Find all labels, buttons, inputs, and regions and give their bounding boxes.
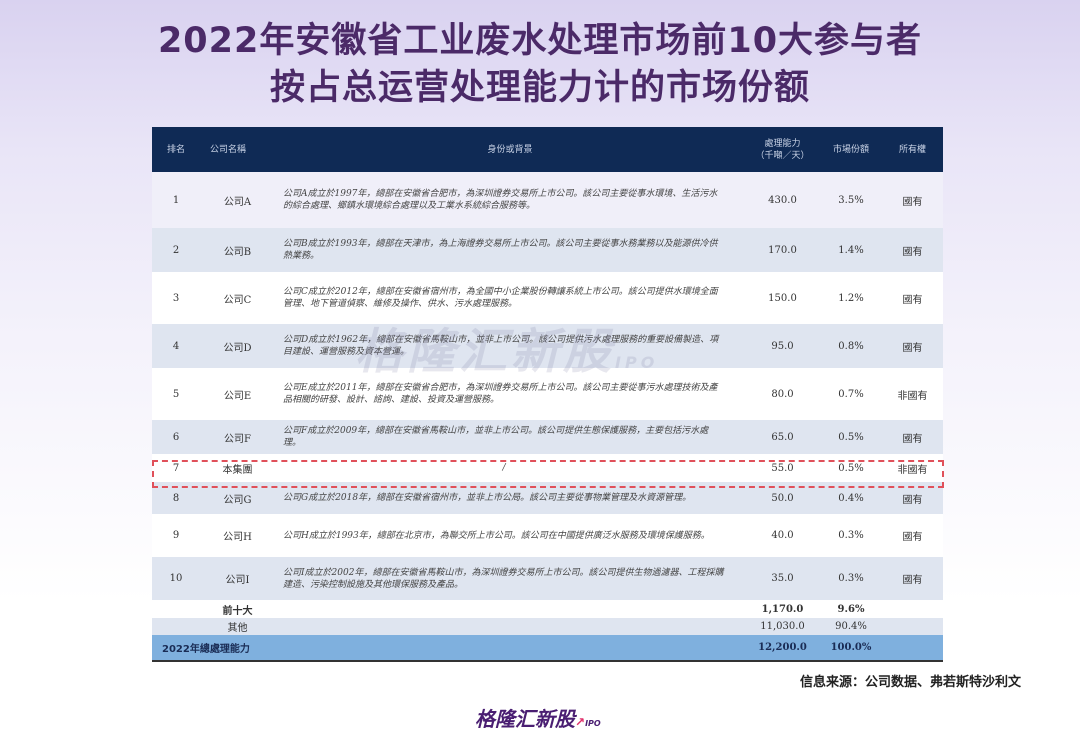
cell-share: 0.3%	[820, 557, 882, 600]
table-row: 4 公司D 公司D成立於1962年，總部在安徽省馬鞍山市，並非上市公司。該公司提供污…	[152, 324, 943, 368]
cell-capacity: 35.0	[745, 557, 820, 600]
table-row: 10 公司I 公司I成立於2002年，總部在安徽省馬鞍山市，為深圳證券交易所上市公司…	[152, 557, 943, 600]
cell-name: 公司A	[200, 172, 275, 228]
source-note: 信息来源：公司数据、弗若斯特沙利文	[800, 675, 1022, 690]
cell-ownership: 國有	[882, 482, 943, 514]
cell-rank: 1	[152, 172, 200, 228]
table-row: 9 公司H 公司H成立於1993年，總部在北京市，為聯交所上市公司。該公司在中國提供…	[152, 514, 943, 557]
cell-desc: /	[275, 454, 745, 482]
cell-name: 公司H	[200, 514, 275, 557]
cell-share: 1.2%	[820, 272, 882, 324]
top10-label: 前十大	[200, 600, 275, 618]
cell-desc: 公司A成立於1997年，總部在安徽省合肥市，為深圳證券交易所上市公司。該公司主要…	[275, 172, 745, 228]
header-rank: 排名	[152, 127, 200, 172]
cell-name: 公司D	[200, 324, 275, 368]
others-capacity: 11,030.0	[745, 618, 820, 635]
cell-rank: 3	[152, 272, 200, 324]
top10-capacity: 1,170.0	[745, 600, 820, 618]
cell-ownership: 非國有	[882, 368, 943, 420]
cell-capacity: 80.0	[745, 368, 820, 420]
cell-name: 公司C	[200, 272, 275, 324]
logo-text: 格隆汇新股	[475, 707, 575, 731]
logo-sub: IPO	[585, 719, 601, 728]
cell-desc: 公司D成立於1962年，總部在安徽省馬鞍山市，並非上市公司。該公司提供污水處理服…	[275, 324, 745, 368]
cell-rank: 2	[152, 228, 200, 272]
cell-share: 0.3%	[820, 514, 882, 557]
header-desc: 身份或背景	[275, 127, 745, 172]
table-row: 3 公司C 公司C成立於2012年，總部在安徽省宿州市，為全國中小企業股份轉讓系統上…	[152, 272, 943, 324]
arrow-up-icon: ↗	[575, 715, 586, 729]
table-row: 5 公司E 公司E成立於2011年，總部在安徽省合肥市，為深圳證券交易所上市公司。該…	[152, 368, 943, 420]
cell-capacity: 95.0	[745, 324, 820, 368]
cell-share: 3.5%	[820, 172, 882, 228]
logo: 格隆汇新股↗IPO	[475, 703, 601, 732]
cell-ownership: 國有	[882, 228, 943, 272]
cell-name: 公司F	[200, 420, 275, 454]
cell-rank: 10	[152, 557, 200, 600]
cell-name: 公司G	[200, 482, 275, 514]
cell-rank: 7	[152, 454, 200, 482]
page-title: 2022年安徽省工业废水处理市场前10大参与者 按占总运营处理能力计的市场份额	[0, 18, 1080, 112]
cell-share: 0.7%	[820, 368, 882, 420]
table-header: 排名 公司名稱 身份或背景 處理能力 （千噸／天） 市場份額 所有權	[152, 127, 943, 172]
title-line-1: 2022年安徽省工业废水处理市场前10大参与者	[157, 21, 923, 61]
cell-desc: 公司C成立於2012年，總部在安徽省宿州市，為全國中小企業股份轉讓系統上市公司。…	[275, 272, 745, 324]
cell-name: 公司E	[200, 368, 275, 420]
cell-share: 0.5%	[820, 420, 882, 454]
table-row: 8 公司G 公司G成立於2018年，總部在安徽省宿州市，並非上市公局。該公司主要從事…	[152, 482, 943, 514]
cell-ownership: 國有	[882, 514, 943, 557]
cell-ownership: 國有	[882, 557, 943, 600]
cell-share: 1.4%	[820, 228, 882, 272]
cell-capacity: 430.0	[745, 172, 820, 228]
cell-share: 0.8%	[820, 324, 882, 368]
total-capacity: 12,200.0	[745, 635, 820, 662]
cell-desc: 公司B成立於1993年，總部在天津市，為上海證券交易所上市公司。該公司主要從事水…	[275, 228, 745, 272]
cell-share: 0.4%	[820, 482, 882, 514]
cell-capacity: 40.0	[745, 514, 820, 557]
total-label: 2022年總處理能力	[152, 635, 745, 662]
cell-capacity: 50.0	[745, 482, 820, 514]
cell-rank: 8	[152, 482, 200, 514]
cell-capacity: 170.0	[745, 228, 820, 272]
cell-share: 0.5%	[820, 454, 882, 482]
top10-share: 9.6%	[820, 600, 882, 618]
table-row: 7 本集團/55.0 0.5% 非國有	[152, 454, 943, 482]
title-line-2: 按占总运营处理能力计的市场份额	[269, 68, 810, 108]
cell-ownership: 國有	[882, 272, 943, 324]
cell-name: 本集團	[200, 454, 275, 482]
table-row: 2 公司B 公司B成立於1993年，總部在天津市，為上海證券交易所上市公司。該公司主…	[152, 228, 943, 272]
summary-row-others: 其他 11,030.0 90.4%	[152, 618, 943, 635]
cell-capacity: 55.0	[745, 454, 820, 482]
cell-name: 公司I	[200, 557, 275, 600]
others-label: 其他	[200, 618, 275, 635]
cell-desc: 公司F成立於2009年，總部在安徽省馬鞍山市，並非上市公司。該公司提供生態保護服…	[275, 420, 745, 454]
cell-rank: 6	[152, 420, 200, 454]
table-row: 1 公司A 公司A成立於1997年，總部在安徽省合肥市，為深圳證券交易所上市公司。該…	[152, 172, 943, 228]
cell-rank: 4	[152, 324, 200, 368]
cell-ownership: 國有	[882, 172, 943, 228]
header-ownership: 所有權	[882, 127, 943, 172]
cell-desc: 公司H成立於1993年，總部在北京市，為聯交所上市公司。該公司在中國提供廣泛水服…	[275, 514, 745, 557]
cell-desc: 公司E成立於2011年，總部在安徽省合肥市，為深圳證券交易所上市公司。該公司主要…	[275, 368, 745, 420]
cell-name: 公司B	[200, 228, 275, 272]
cell-desc: 公司I成立於2002年，總部在安徽省馬鞍山市，為深圳證券交易所上市公司。該公司提…	[275, 557, 745, 600]
cell-rank: 9	[152, 514, 200, 557]
summary-row-total: 2022年總處理能力 12,200.0 100.0%	[152, 635, 943, 662]
summary-row-top10: 前十大 1,170.0 9.6%	[152, 600, 943, 618]
cell-ownership: 非國有	[882, 454, 943, 482]
others-share: 90.4%	[820, 618, 882, 635]
total-share: 100.0%	[820, 635, 882, 662]
cell-capacity: 65.0	[745, 420, 820, 454]
cell-capacity: 150.0	[745, 272, 820, 324]
header-share: 市場份額	[820, 127, 882, 172]
market-share-table: 排名 公司名稱 身份或背景 處理能力 （千噸／天） 市場份額 所有權 1 公司A 公…	[152, 127, 943, 662]
cell-rank: 5	[152, 368, 200, 420]
cell-ownership: 國有	[882, 420, 943, 454]
header-capacity: 處理能力 （千噸／天）	[745, 127, 820, 172]
table-row: 6 公司F 公司F成立於2009年，總部在安徽省馬鞍山市，並非上市公司。該公司提供生…	[152, 420, 943, 454]
cell-desc: 公司G成立於2018年，總部在安徽省宿州市，並非上市公局。該公司主要從事物業管理…	[275, 482, 745, 514]
cell-ownership: 國有	[882, 324, 943, 368]
header-name: 公司名稱	[200, 127, 275, 172]
